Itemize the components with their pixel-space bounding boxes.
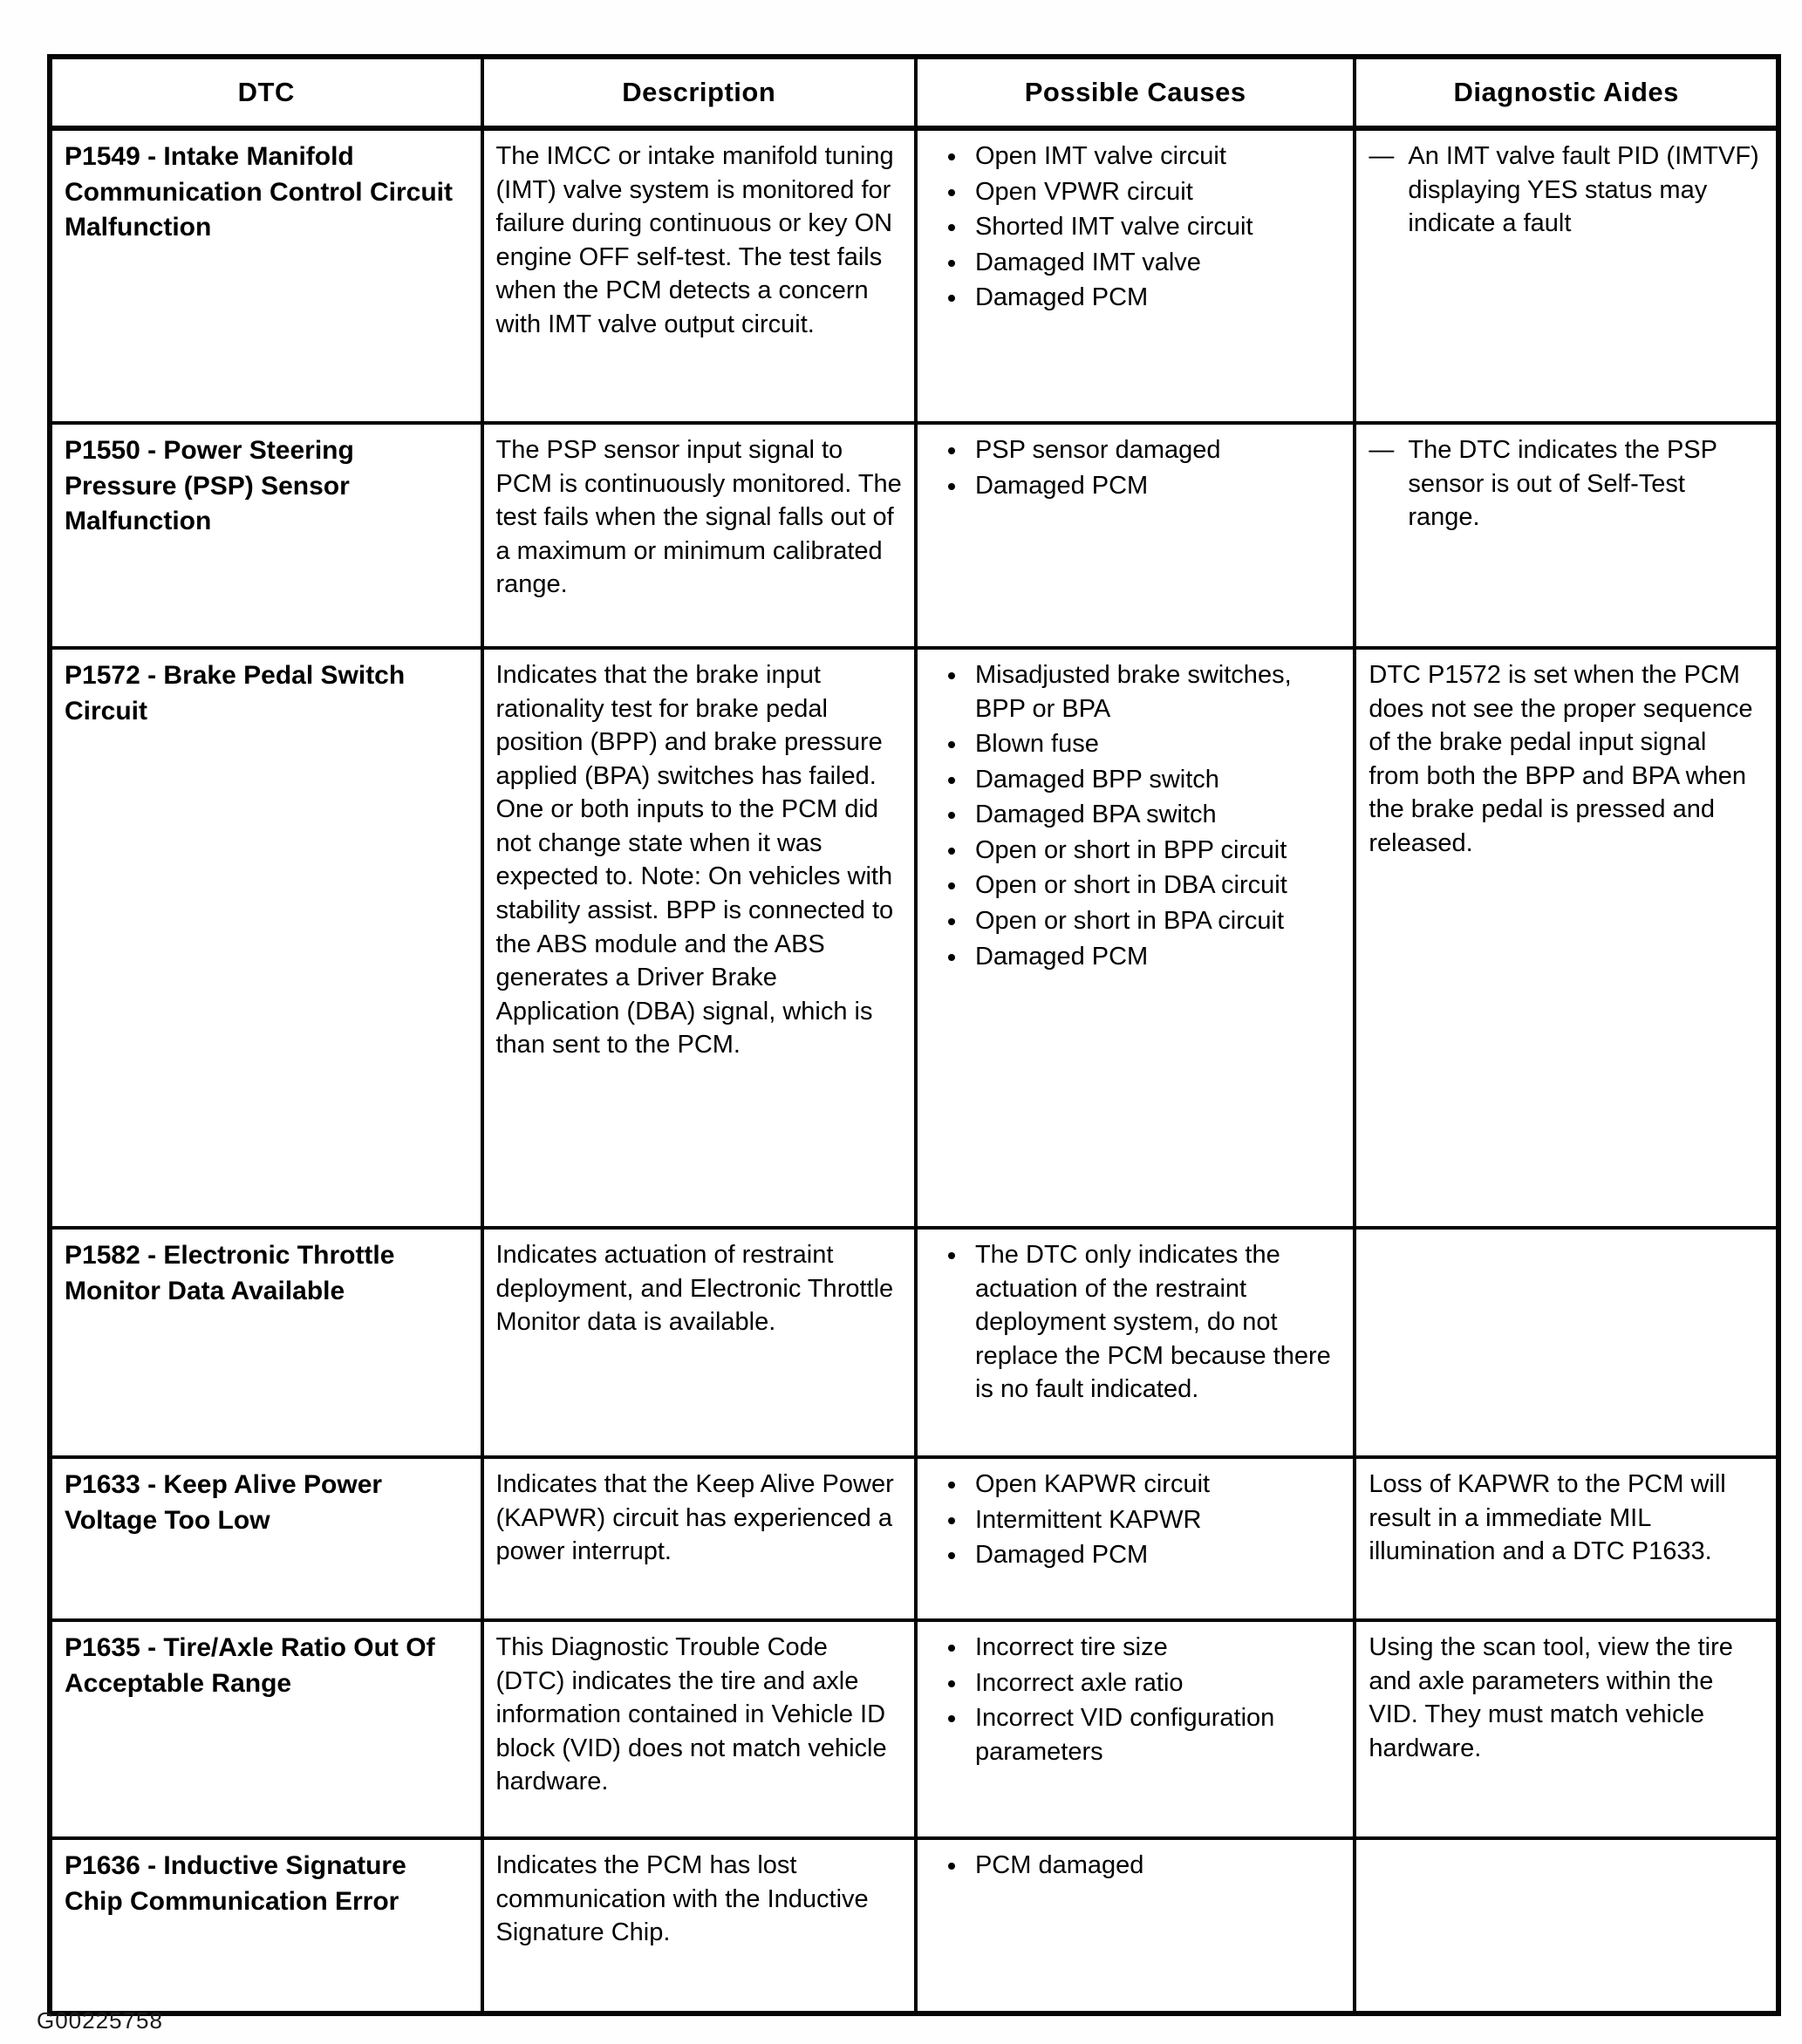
cause-item: Damaged PCM <box>968 1538 1341 1572</box>
dtc-cell: P1635 - Tire/Axle Ratio Out Of Acceptabl… <box>48 1618 484 1840</box>
cause-item: Open or short in DBA circuit <box>968 869 1341 903</box>
aide-text: Loss of KAPWR to the PCM will result in … <box>1369 1470 1726 1566</box>
aide-text: The DTC indicates the PSP sensor is out … <box>1408 436 1717 532</box>
causes-list: Open KAPWR circuit Intermittent KAPWR Da… <box>930 1468 1341 1572</box>
cause-item: Incorrect axle ratio <box>968 1666 1341 1700</box>
cause-item: PSP sensor damaged <box>968 433 1341 467</box>
description-cell: This Diagnostic Trouble Code (DTC) indic… <box>480 1618 918 1840</box>
aides-cell-empty <box>1353 1226 1780 1459</box>
cause-item: Open or short in BPA circuit <box>968 904 1341 938</box>
cause-item: Incorrect tire size <box>968 1631 1341 1665</box>
aide-entry: — The DTC indicates the PSP sensor is ou… <box>1369 433 1764 535</box>
description-cell: The PSP sensor input signal to PCM is co… <box>480 421 918 650</box>
column-header-description: Description <box>480 55 918 131</box>
causes-cell: The DTC only indicates the actuation of … <box>913 1226 1357 1459</box>
dtc-cell: P1550 - Power Steering Pressure (PSP) Se… <box>48 421 484 650</box>
causes-cell: Misadjusted brake switches, BPP or BPA B… <box>913 646 1357 1230</box>
table-row-p1633: P1633 - Keep Alive Power Voltage Too Low… <box>48 1455 1780 1622</box>
aides-cell: Loss of KAPWR to the PCM will result in … <box>1353 1455 1780 1622</box>
causes-list: Misadjusted brake switches, BPP or BPA B… <box>930 658 1341 973</box>
causes-list: PCM damaged <box>930 1849 1341 1883</box>
cause-item: Damaged PCM <box>968 940 1341 974</box>
description-cell: The IMCC or intake manifold tuning (IMT)… <box>480 126 918 425</box>
description-cell: Indicates actuation of restraint deploym… <box>480 1226 918 1459</box>
table-row-p1550: P1550 - Power Steering Pressure (PSP) Se… <box>48 421 1780 650</box>
cause-item: The DTC only indicates the actuation of … <box>968 1238 1341 1407</box>
figure-code: G00225758 <box>37 2007 163 2034</box>
causes-cell: PSP sensor damaged Damaged PCM <box>913 421 1357 650</box>
causes-list: Open IMT valve circuit Open VPWR circuit… <box>930 140 1341 315</box>
table-row-p1549: P1549 - Intake Manifold Communication Co… <box>48 126 1780 425</box>
dtc-cell: P1636 - Inductive Signature Chip Communi… <box>48 1836 484 2015</box>
table-row-p1636: P1636 - Inductive Signature Chip Communi… <box>48 1836 1780 2015</box>
cause-item: Damaged PCM <box>968 469 1341 503</box>
causes-cell: PCM damaged <box>913 1836 1357 2015</box>
cause-item: Damaged PCM <box>968 281 1341 315</box>
aides-cell: — The DTC indicates the PSP sensor is ou… <box>1353 421 1780 650</box>
cause-item: Damaged BPA switch <box>968 798 1341 832</box>
aide-text: An IMT valve fault PID (IMTVF) displayin… <box>1408 142 1759 238</box>
description-cell: Indicates that the brake input rationali… <box>480 646 918 1230</box>
table-row-p1572: P1572 - Brake Pedal Switch Circuit Indic… <box>48 646 1780 1230</box>
causes-cell: Open KAPWR circuit Intermittent KAPWR Da… <box>913 1455 1357 1622</box>
cause-item: Shorted IMT valve circuit <box>968 210 1341 244</box>
aide-dash-marker: — <box>1369 436 1395 464</box>
dtc-table: DTC Description Possible Causes Diagnost… <box>47 54 1781 2016</box>
description-cell: Indicates the PCM has lost communication… <box>480 1836 918 2015</box>
cause-item: Damaged IMT valve <box>968 246 1341 280</box>
causes-list: The DTC only indicates the actuation of … <box>930 1238 1341 1407</box>
aides-cell: Using the scan tool, view the tire and a… <box>1353 1618 1780 1840</box>
cause-item: Open VPWR circuit <box>968 175 1341 209</box>
column-header-dtc: DTC <box>48 55 484 131</box>
table-row-p1635: P1635 - Tire/Axle Ratio Out Of Acceptabl… <box>48 1618 1780 1840</box>
cause-item: PCM damaged <box>968 1849 1341 1883</box>
column-header-diagnostic-aides: Diagnostic Aides <box>1353 55 1780 131</box>
description-cell: Indicates that the Keep Alive Power (KAP… <box>480 1455 918 1622</box>
cause-item: Incorrect VID configuration parameters <box>968 1701 1341 1768</box>
aides-cell: — An IMT valve fault PID (IMTVF) display… <box>1353 126 1780 425</box>
column-header-possible-causes: Possible Causes <box>913 55 1357 131</box>
causes-list: Incorrect tire size Incorrect axle ratio… <box>930 1631 1341 1768</box>
cause-item: Open or short in BPP circuit <box>968 834 1341 868</box>
cause-item: Misadjusted brake switches, BPP or BPA <box>968 658 1341 726</box>
aides-cell: DTC P1572 is set when the PCM does not s… <box>1353 646 1780 1230</box>
aide-text: DTC P1572 is set when the PCM does not s… <box>1369 661 1753 857</box>
causes-cell: Incorrect tire size Incorrect axle ratio… <box>913 1618 1357 1840</box>
aide-text: Using the scan tool, view the tire and a… <box>1369 1633 1733 1762</box>
cause-item: Damaged BPP switch <box>968 763 1341 797</box>
table-row-p1582: P1582 - Electronic Throttle Monitor Data… <box>48 1226 1780 1459</box>
causes-list: PSP sensor damaged Damaged PCM <box>930 433 1341 502</box>
aide-entry: — An IMT valve fault PID (IMTVF) display… <box>1369 140 1764 241</box>
dtc-cell: P1549 - Intake Manifold Communication Co… <box>48 126 484 425</box>
aide-dash-marker: — <box>1369 142 1395 170</box>
dtc-cell: P1582 - Electronic Throttle Monitor Data… <box>48 1226 484 1459</box>
header-row: DTC Description Possible Causes Diagnost… <box>48 55 1780 131</box>
causes-cell: Open IMT valve circuit Open VPWR circuit… <box>913 126 1357 425</box>
cause-item: Open IMT valve circuit <box>968 140 1341 174</box>
cause-item: Intermittent KAPWR <box>968 1503 1341 1537</box>
aides-cell-empty <box>1353 1836 1780 2015</box>
cause-item: Open KAPWR circuit <box>968 1468 1341 1502</box>
cause-item: Blown fuse <box>968 727 1341 761</box>
dtc-cell: P1633 - Keep Alive Power Voltage Too Low <box>48 1455 484 1622</box>
dtc-cell: P1572 - Brake Pedal Switch Circuit <box>48 646 484 1230</box>
